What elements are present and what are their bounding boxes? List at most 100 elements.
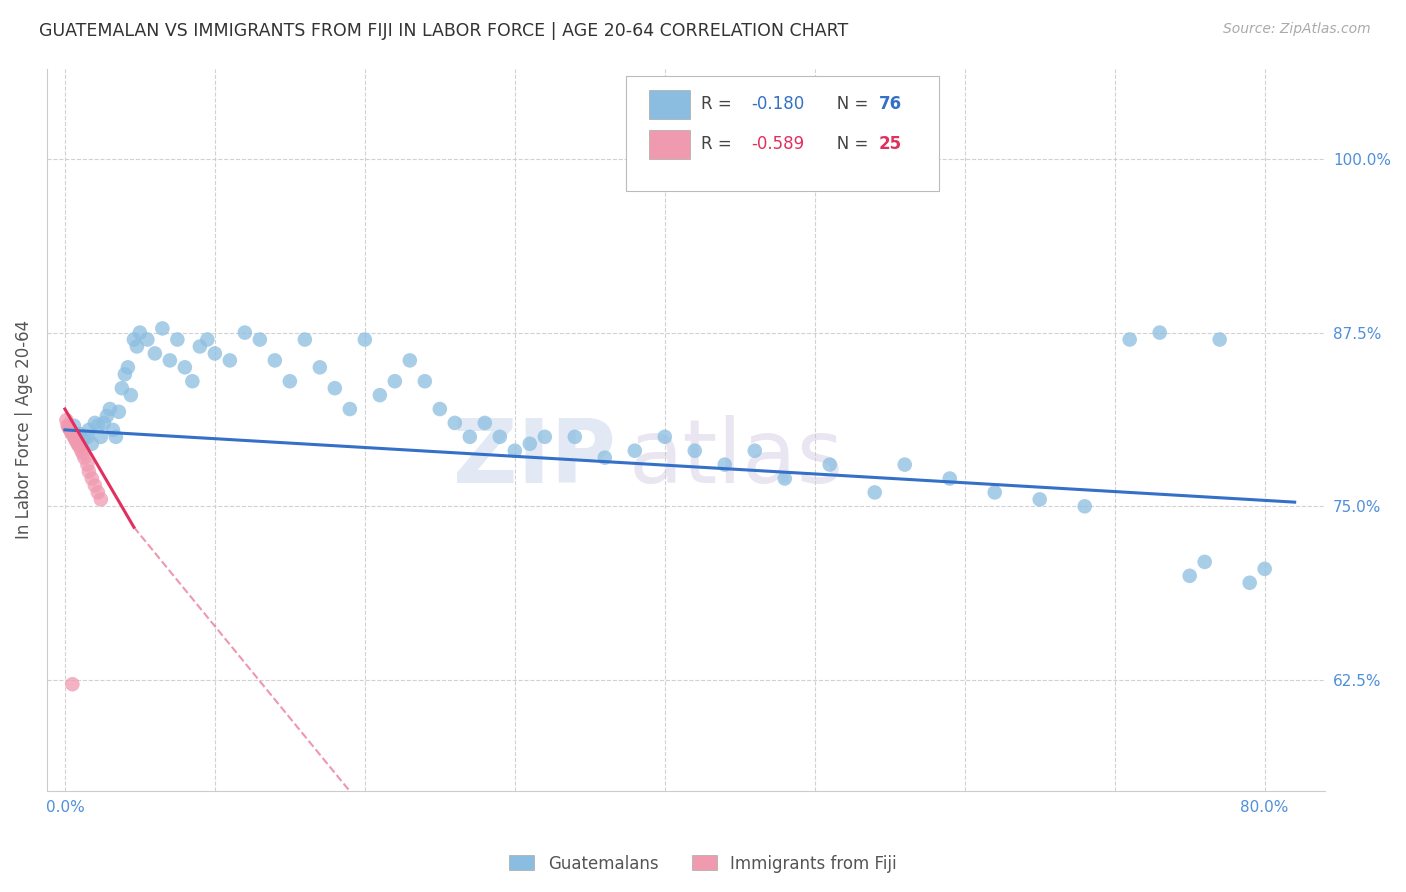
Point bbox=[159, 353, 181, 368]
Point bbox=[69, 440, 91, 454]
Point bbox=[120, 388, 142, 402]
Point bbox=[111, 381, 134, 395]
Point bbox=[56, 418, 79, 433]
Point bbox=[166, 333, 188, 347]
Point bbox=[77, 465, 100, 479]
Point bbox=[323, 381, 346, 395]
Point bbox=[122, 333, 145, 347]
Point bbox=[69, 427, 91, 442]
Point bbox=[533, 430, 555, 444]
Point bbox=[1028, 492, 1050, 507]
Point bbox=[65, 433, 87, 447]
Point bbox=[368, 388, 391, 402]
Point bbox=[65, 431, 87, 445]
Point bbox=[98, 402, 121, 417]
Point bbox=[83, 478, 105, 492]
Point bbox=[1208, 333, 1230, 347]
Point bbox=[503, 443, 526, 458]
Point bbox=[73, 450, 96, 465]
Point bbox=[384, 374, 406, 388]
Point bbox=[1178, 569, 1201, 583]
Point bbox=[63, 430, 86, 444]
Point bbox=[76, 458, 98, 472]
Point bbox=[654, 430, 676, 444]
Point bbox=[59, 424, 82, 438]
Point bbox=[818, 458, 841, 472]
Point bbox=[90, 492, 112, 507]
Text: -0.180: -0.180 bbox=[751, 95, 804, 113]
Point bbox=[429, 402, 451, 417]
Point bbox=[101, 423, 124, 437]
Point bbox=[488, 430, 510, 444]
Point bbox=[87, 418, 110, 433]
Text: 76: 76 bbox=[879, 95, 901, 113]
Point bbox=[63, 418, 86, 433]
Point bbox=[60, 677, 83, 691]
Point bbox=[1194, 555, 1216, 569]
Point bbox=[294, 333, 316, 347]
Point bbox=[1239, 575, 1261, 590]
Point bbox=[1149, 326, 1171, 340]
Point bbox=[136, 333, 159, 347]
Point bbox=[278, 374, 301, 388]
Point bbox=[150, 321, 173, 335]
Point bbox=[104, 430, 127, 444]
Point bbox=[173, 360, 195, 375]
Point bbox=[108, 405, 131, 419]
Point bbox=[474, 416, 496, 430]
Text: GUATEMALAN VS IMMIGRANTS FROM FIJI IN LABOR FORCE | AGE 20-64 CORRELATION CHART: GUATEMALAN VS IMMIGRANTS FROM FIJI IN LA… bbox=[39, 22, 849, 40]
Text: -0.589: -0.589 bbox=[751, 136, 804, 153]
Point bbox=[59, 424, 82, 438]
Point bbox=[593, 450, 616, 465]
Point bbox=[72, 433, 94, 447]
FancyBboxPatch shape bbox=[648, 130, 689, 159]
Point bbox=[1118, 333, 1140, 347]
Point bbox=[339, 402, 361, 417]
Point bbox=[983, 485, 1005, 500]
Point bbox=[58, 421, 80, 435]
Point bbox=[55, 413, 77, 427]
Text: R =: R = bbox=[702, 95, 737, 113]
Point bbox=[218, 353, 240, 368]
Point bbox=[96, 409, 118, 423]
Point bbox=[1073, 500, 1095, 514]
Point bbox=[83, 416, 105, 430]
Point bbox=[683, 443, 706, 458]
Point bbox=[93, 416, 115, 430]
Point bbox=[143, 346, 166, 360]
Point bbox=[117, 360, 139, 375]
Point bbox=[458, 430, 481, 444]
Point bbox=[263, 353, 285, 368]
Text: atlas: atlas bbox=[628, 416, 844, 502]
Text: R =: R = bbox=[702, 136, 737, 153]
Legend: Guatemalans, Immigrants from Fiji: Guatemalans, Immigrants from Fiji bbox=[503, 848, 903, 880]
Point bbox=[181, 374, 204, 388]
Point bbox=[90, 430, 112, 444]
Text: Source: ZipAtlas.com: Source: ZipAtlas.com bbox=[1223, 22, 1371, 37]
Y-axis label: In Labor Force | Age 20-64: In Labor Force | Age 20-64 bbox=[15, 320, 32, 540]
Point bbox=[893, 458, 915, 472]
Point bbox=[863, 485, 886, 500]
Point bbox=[188, 339, 211, 353]
Point bbox=[308, 360, 330, 375]
Point bbox=[58, 421, 80, 435]
Point bbox=[519, 437, 541, 451]
FancyBboxPatch shape bbox=[648, 90, 689, 120]
Text: N =: N = bbox=[821, 136, 875, 153]
Point bbox=[249, 333, 271, 347]
Point bbox=[443, 416, 465, 430]
FancyBboxPatch shape bbox=[626, 76, 939, 192]
Point bbox=[713, 458, 735, 472]
Text: 25: 25 bbox=[879, 136, 901, 153]
Point bbox=[233, 326, 256, 340]
Point bbox=[70, 443, 93, 458]
Text: N =: N = bbox=[821, 95, 875, 113]
Point bbox=[80, 437, 103, 451]
Point bbox=[564, 430, 586, 444]
Point bbox=[66, 435, 89, 450]
Point bbox=[744, 443, 766, 458]
Point bbox=[195, 333, 218, 347]
Text: ZIP: ZIP bbox=[453, 416, 616, 502]
Point bbox=[67, 438, 90, 452]
Point bbox=[56, 418, 79, 433]
